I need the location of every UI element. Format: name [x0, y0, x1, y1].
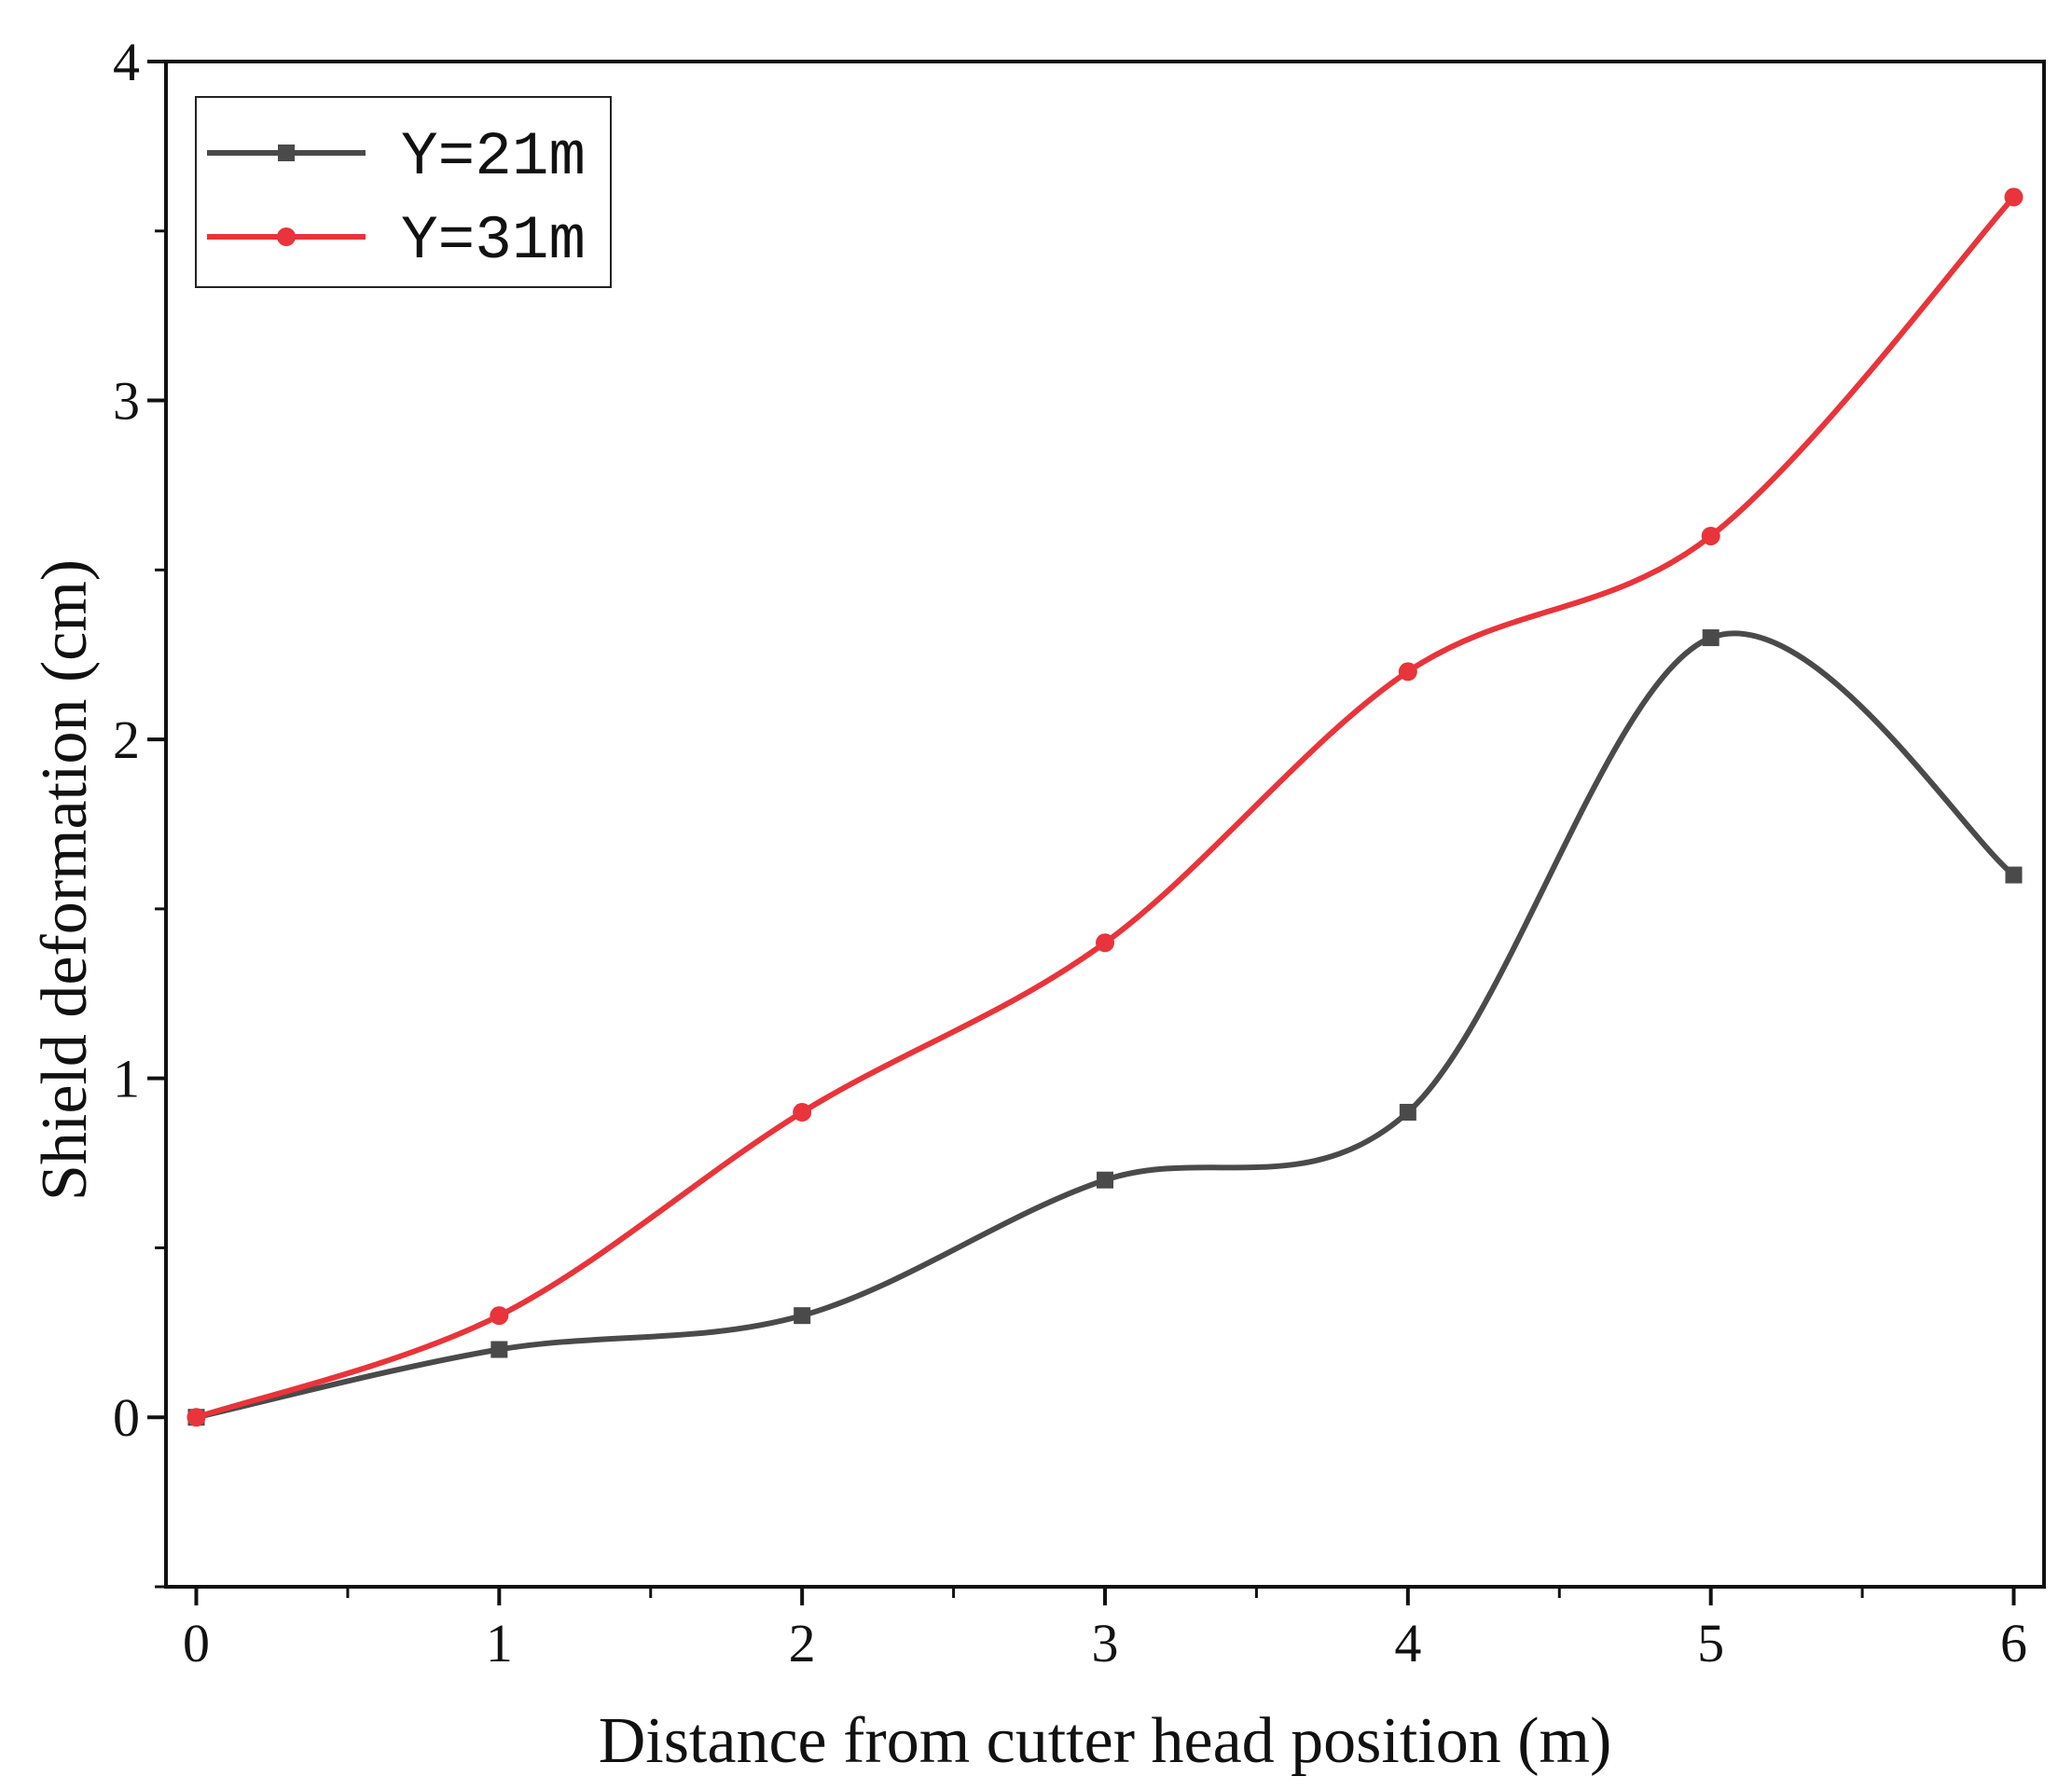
series-layer [186, 187, 2024, 1427]
data-point-circle [1398, 662, 1417, 682]
x-axis: 0 1 2 3 4 5 6 [183, 1587, 2027, 1673]
data-point-circle [1701, 526, 1720, 545]
legend-box [195, 96, 612, 288]
y-axis: 0 1 2 3 4 [113, 32, 166, 1589]
y-axis-title: Shield deformation (cm) [29, 559, 101, 1201]
legend-entry-y21: Y=21m [207, 122, 586, 192]
data-point-square [490, 1341, 508, 1358]
legend: Y=21m Y=31m [195, 96, 612, 288]
data-point-square [1702, 629, 1720, 647]
x-tick-label: 2 [789, 1613, 816, 1673]
x-tick-label: 3 [1092, 1613, 1119, 1673]
data-point-square [794, 1307, 811, 1325]
data-point-square [1399, 1104, 1416, 1122]
y-tick-label: 2 [113, 709, 140, 770]
series-line [195, 630, 2016, 1421]
series-y-31m [186, 187, 2024, 1427]
x-tick-label: 5 [1697, 1613, 1724, 1673]
x-tick-label: 6 [2000, 1613, 2027, 1673]
legend-label-y21: Y=21m [401, 122, 586, 192]
y-tick-label: 3 [113, 371, 140, 432]
data-point-circle [186, 1408, 206, 1427]
legend-marker-circle [277, 227, 296, 246]
data-point-circle [2004, 187, 2024, 207]
legend-label-y31: Y=31m [401, 206, 586, 276]
legend-marker-square [278, 145, 295, 161]
data-point-circle [793, 1103, 812, 1122]
y-tick-label: 1 [113, 1049, 140, 1109]
x-tick-label: 0 [183, 1613, 210, 1673]
data-point-square [1097, 1171, 1113, 1189]
x-tick-label: 4 [1394, 1613, 1421, 1673]
legend-entry-y31: Y=31m [207, 206, 586, 276]
y-tick-label: 0 [113, 1387, 140, 1448]
x-tick-label: 1 [486, 1613, 513, 1673]
y-tick-label: 4 [113, 32, 140, 92]
data-point-circle [490, 1306, 509, 1326]
x-axis-title: Distance from cutter head position (m) [599, 1705, 1612, 1777]
data-point-square [2005, 866, 2023, 884]
data-point-circle [1096, 933, 1114, 953]
